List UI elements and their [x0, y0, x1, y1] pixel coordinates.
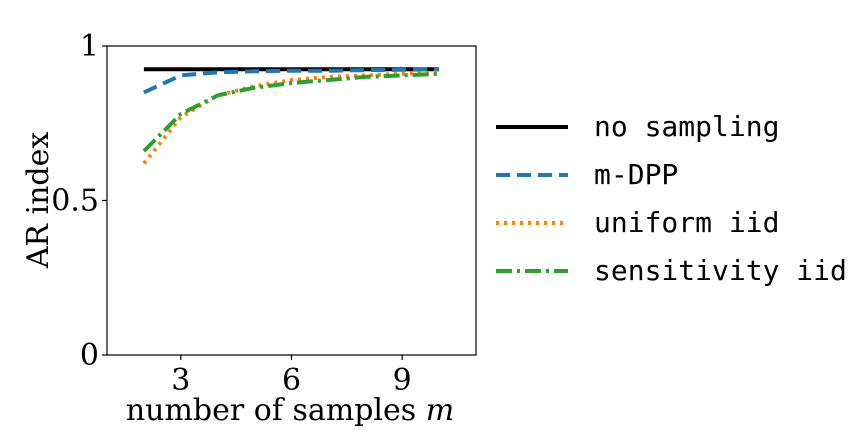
- series-line-uniform-iid: [142, 70, 440, 165]
- y-tick-label: 0: [80, 338, 99, 373]
- legend-label-uniform-iid: uniform iid: [594, 206, 779, 239]
- x-axis-label-variable: m: [426, 393, 454, 428]
- x-axis: 3 6 9: [171, 355, 412, 398]
- x-tick-label: 3: [171, 363, 190, 398]
- plot-frame: [106, 45, 477, 356]
- y-tick-label: 1: [80, 29, 99, 64]
- plot-lines: [142, 67, 440, 165]
- x-tick-label: 6: [282, 363, 301, 398]
- legend: no sampling m-DPP uniform iid sensitivity i…: [496, 110, 847, 287]
- legend-label-no-sampling: no sampling: [594, 110, 779, 143]
- series-line-m-dpp: [143, 67, 440, 95]
- legend-label-m-dpp: m-DPP: [594, 158, 678, 191]
- x-axis-label-text: number of samples: [126, 393, 416, 428]
- x-axis-label: number of samples m: [126, 393, 454, 428]
- y-tick-label: 0.5: [51, 184, 99, 219]
- y-axis-label: AR index: [21, 132, 56, 270]
- series-line-sensitivity-iid: [142, 71, 440, 153]
- x-tick-label: 9: [393, 363, 412, 398]
- legend-label-sensitivity-iid: sensitivity iid: [594, 254, 847, 287]
- y-axis: 00.51: [51, 29, 107, 373]
